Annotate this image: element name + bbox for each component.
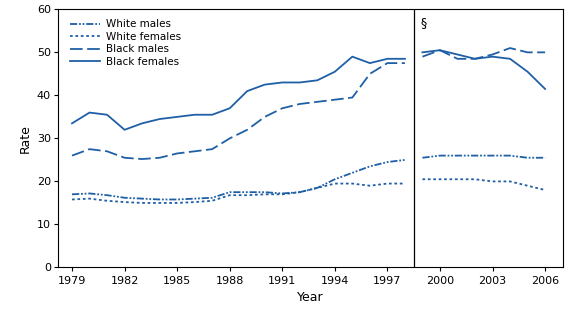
Legend: White males, White females, Black males, Black females: White males, White females, Black males,…	[68, 17, 183, 69]
Text: §: §	[420, 16, 427, 29]
X-axis label: Year: Year	[297, 291, 324, 304]
Y-axis label: Rate: Rate	[19, 124, 31, 153]
